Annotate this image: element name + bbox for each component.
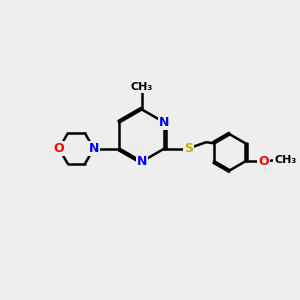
Text: N: N — [159, 116, 170, 129]
Text: S: S — [184, 142, 193, 155]
Text: CH₃: CH₃ — [131, 82, 153, 92]
Text: N: N — [88, 142, 99, 155]
Text: N: N — [136, 155, 147, 168]
Text: O: O — [258, 155, 269, 168]
Text: O: O — [54, 142, 64, 155]
Text: CH₃: CH₃ — [274, 155, 296, 165]
